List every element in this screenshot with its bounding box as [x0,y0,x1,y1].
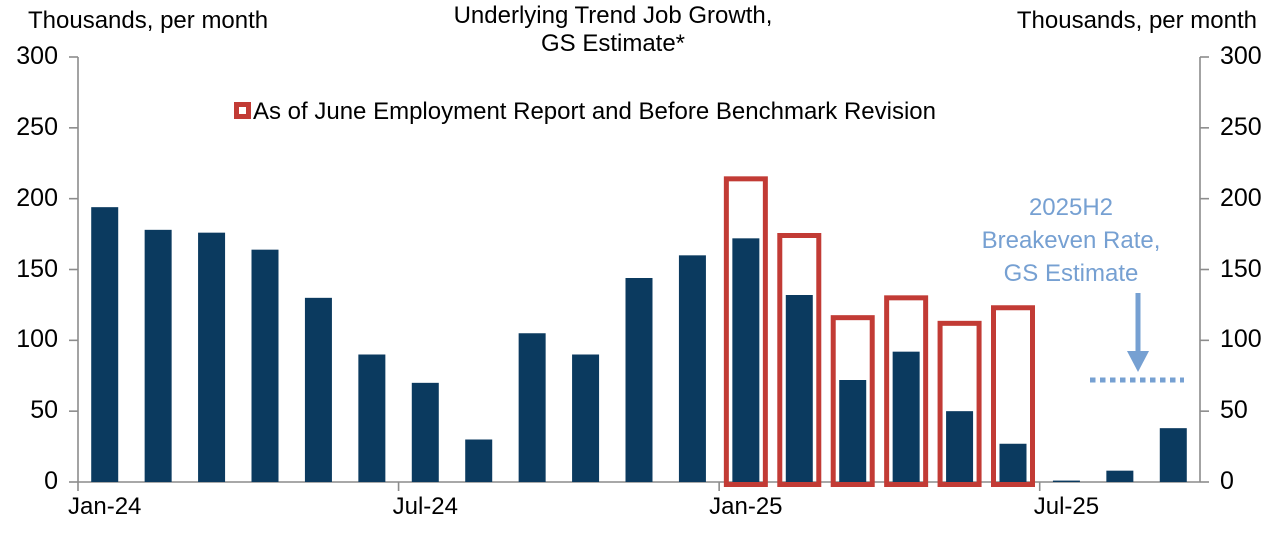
bar-feb-25 [785,295,813,482]
bar-may-24 [304,297,332,482]
y-axis-label-left: 0 [44,467,58,495]
y-axis-label-left: 150 [16,254,58,283]
legend-label: As of June Employment Report and Before … [253,98,937,125]
left-axis-unit-label: Thousands, per month [28,7,269,34]
bar-aug-24 [465,439,493,482]
revised-bar-mar-25 [830,315,875,487]
bar-feb-24 [144,229,172,482]
x-axis-label: Jan-24 [68,493,142,520]
revised-bar-may-25 [937,320,982,488]
bar-mar-25 [839,380,867,482]
bar-mar-24 [198,232,226,482]
bar-sep-25 [1159,428,1187,482]
y-axis-label-right: 200 [1220,183,1262,212]
y-axis-label-right: 150 [1220,254,1262,283]
x-axis-label: Jul-25 [1033,493,1100,520]
y-axis-label-left: 300 [16,42,58,70]
bar-oct-24 [572,354,600,482]
right-axis-unit-label: Thousands, per month [1016,7,1257,34]
breakeven-annotation-line2: Breakeven Rate, [981,227,1161,254]
breakeven-annotation-line1: 2025H2 [1028,194,1114,221]
y-axis-label-left: 200 [16,183,58,212]
breakeven-annotation-line3: GS Estimate [1003,260,1139,287]
y-axis-label-right: 250 [1220,112,1262,141]
bar-may-25 [946,411,974,482]
y-axis-label-left: 100 [16,325,58,354]
bar-dec-24 [678,255,706,482]
breakeven-arrow-head [1127,351,1149,372]
y-axis-label-left: 50 [30,396,58,425]
y-axis-label-left: 250 [16,112,58,141]
y-axis-label-right: 300 [1220,42,1262,70]
y-axis-label-right: 50 [1220,396,1248,425]
revised-bar-feb-25 [777,233,822,487]
outlined-bar-legend-icon [234,102,251,119]
bar-nov-24 [625,278,653,482]
bar-jan-24 [91,207,119,482]
x-axis-label: Jan-25 [709,493,783,520]
bar-jun-24 [358,354,386,482]
chart-title-line2: GS Estimate* [540,30,686,57]
bar-jul-25 [1052,480,1080,482]
y-axis-label-right: 0 [1220,467,1234,495]
revised-bar-jun-25 [991,305,1035,487]
bar-jan-25 [732,238,760,482]
y-axis-label-right: 100 [1220,325,1262,354]
chart-title: Underlying Trend Job Growth, GS Estimate… [288,2,938,58]
revised-bar-apr-25 [884,295,929,488]
bar-jun-25 [999,443,1027,482]
bar-apr-25 [892,351,920,482]
revised-bar-jan-25 [723,176,768,487]
breakeven-annotation: 2025H2 Breakeven Rate, GS Estimate [940,191,1202,290]
legend: As of June Employment Report and Before … [234,99,936,124]
bar-jul-24 [411,382,439,482]
bar-aug-25 [1106,470,1134,482]
bar-apr-24 [251,249,279,482]
chart-title-line1: Underlying Trend Job Growth, [453,2,773,29]
bar-sep-24 [518,333,546,482]
x-axis-label: Jul-24 [392,493,458,520]
